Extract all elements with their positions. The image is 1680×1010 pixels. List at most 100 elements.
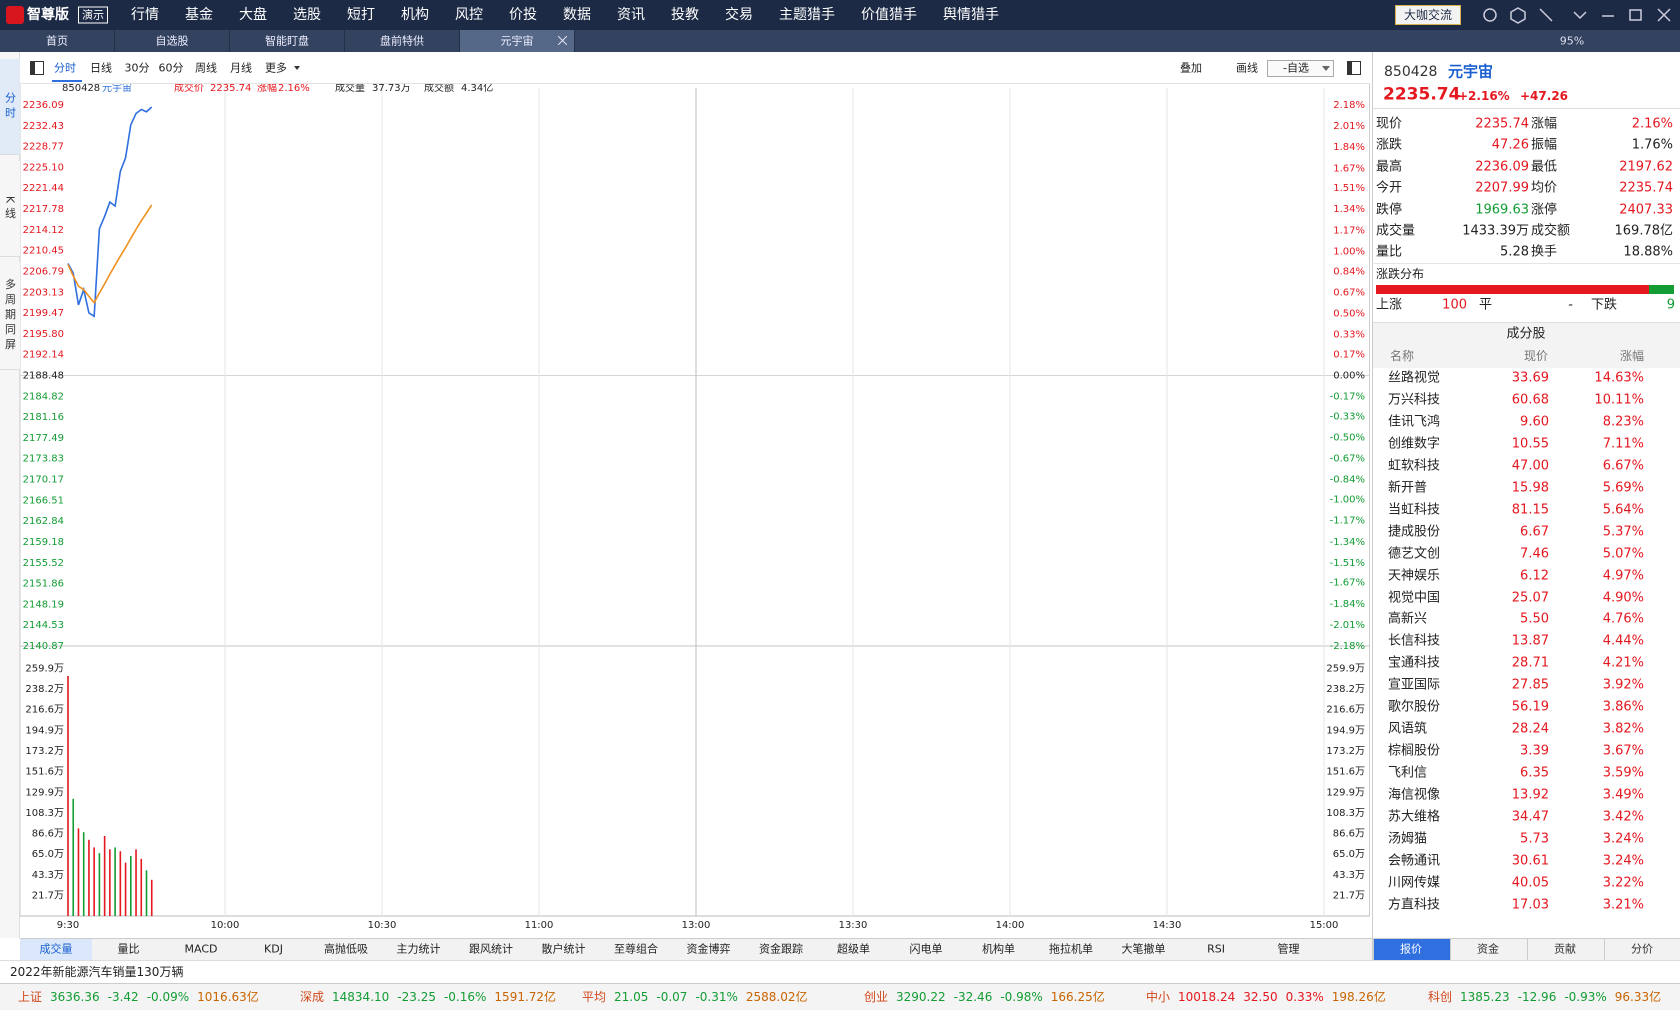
chart-tab[interactable]: 拖拉机单: [1049, 942, 1093, 956]
chart-tab[interactable]: 闪电单: [909, 942, 943, 956]
side-tab-label[interactable]: 多周期同屏: [3, 278, 17, 354]
close-icon[interactable]: [1657, 8, 1671, 22]
menu-item[interactable]: 舆情猎手: [943, 7, 999, 23]
panel-tab-label[interactable]: 报价: [1400, 942, 1422, 956]
select-box[interactable]: [1267, 60, 1334, 77]
component-name[interactable]: 宣亚国际: [1388, 677, 1441, 693]
component-name[interactable]: 歌尔股份: [1388, 699, 1441, 715]
chart-tab[interactable]: KDJ: [264, 942, 283, 956]
component-name[interactable]: 天神娱乐: [1388, 568, 1441, 584]
user-icon[interactable]: [1483, 8, 1497, 22]
panel-tab-label[interactable]: 分价: [1631, 942, 1653, 956]
menu-item[interactable]: 交易: [725, 7, 753, 23]
component-name[interactable]: 川网传媒: [1388, 875, 1441, 891]
tab-label[interactable]: 盘前特供: [380, 34, 424, 48]
component-name[interactable]: 苏大维格: [1388, 809, 1441, 825]
component-name[interactable]: 海信视像: [1388, 787, 1441, 803]
select-value[interactable]: -自选: [1283, 61, 1309, 75]
chart-tab[interactable]: 至尊组合: [614, 942, 658, 956]
tab[interactable]: [115, 30, 230, 52]
side-tab[interactable]: [0, 59, 20, 155]
tool-button[interactable]: 画线: [1236, 61, 1258, 75]
chart-tab[interactable]: 散户统计: [541, 942, 586, 956]
component-name[interactable]: 宝通科技: [1388, 655, 1441, 671]
panel-tab[interactable]: [1450, 938, 1527, 960]
toolbar-panel-icon[interactable]: [1347, 61, 1361, 75]
component-name[interactable]: 万兴科技: [1388, 392, 1441, 408]
chart-tab[interactable]: 跟风统计: [469, 942, 513, 956]
chart-tab[interactable]: 管理: [1277, 942, 1300, 956]
chart-tab[interactable]: 机构单: [982, 942, 1015, 956]
more-arrow[interactable]: [294, 66, 300, 70]
menu-item[interactable]: 投教: [671, 7, 699, 23]
news-ticker[interactable]: 2022年新能源汽车销量130万辆: [10, 965, 184, 979]
panel-tab[interactable]: [1527, 938, 1604, 960]
restore-icon[interactable]: [1629, 9, 1642, 21]
component-name[interactable]: 德艺文创: [1388, 546, 1441, 562]
side-tab[interactable]: [0, 262, 20, 370]
side-tab[interactable]: [0, 161, 20, 257]
tab[interactable]: [345, 30, 460, 52]
period-button[interactable]: 日线: [90, 61, 112, 75]
chart-tab[interactable]: 主力统计: [396, 942, 441, 956]
component-name[interactable]: 当虹科技: [1388, 502, 1441, 518]
menu-item[interactable]: 行情: [131, 7, 159, 23]
panel-tab-label[interactable]: 贡献: [1554, 942, 1576, 956]
community-button[interactable]: 大咖交流: [1394, 5, 1462, 25]
menu-item[interactable]: 主题猎手: [779, 7, 835, 23]
tab[interactable]: [460, 30, 575, 52]
component-name[interactable]: 飞利信: [1388, 765, 1428, 781]
menu-item[interactable]: 机构: [401, 7, 429, 23]
tab-label[interactable]: 元宇宙: [500, 34, 534, 48]
component-name[interactable]: 捷成股份: [1388, 524, 1441, 540]
period-button[interactable]: 60分: [158, 61, 184, 75]
panel-tab[interactable]: [1373, 938, 1450, 960]
component-name[interactable]: 棕榈股份: [1388, 743, 1441, 759]
component-name[interactable]: 视觉中国: [1388, 590, 1441, 605]
component-name[interactable]: 长信科技: [1388, 633, 1441, 649]
pin-icon[interactable]: [1539, 8, 1553, 22]
period-button[interactable]: 分时: [54, 61, 76, 75]
menu-item[interactable]: 数据: [563, 7, 591, 23]
chart-tab[interactable]: 大笔撤单: [1121, 942, 1166, 956]
period-button[interactable]: 更多: [265, 61, 287, 75]
chart-tab[interactable]: 超级单: [837, 942, 870, 956]
tab-close[interactable]: [558, 36, 567, 45]
toolbar-panel-icon[interactable]: [30, 61, 44, 75]
chart-tab[interactable]: 资金博弈: [686, 942, 731, 956]
tab-label[interactable]: 智能盯盘: [265, 34, 309, 48]
menu-icon[interactable]: [1573, 11, 1587, 20]
menu-item[interactable]: 基金: [185, 7, 213, 23]
menu-item[interactable]: 选股: [293, 7, 321, 23]
component-name[interactable]: 创维数字: [1388, 436, 1441, 452]
tab[interactable]: [230, 30, 345, 52]
side-tab-label[interactable]: 分时: [3, 92, 17, 122]
panel-tab[interactable]: [1604, 938, 1680, 960]
period-button[interactable]: 月线: [230, 61, 252, 75]
chart-tab[interactable]: 资金跟踪: [759, 942, 803, 956]
tool-button[interactable]: 叠加: [1180, 61, 1202, 75]
component-name[interactable]: 汤姆猫: [1388, 831, 1428, 847]
menu-item[interactable]: 价值猎手: [861, 7, 917, 23]
component-name[interactable]: 风语筑: [1388, 721, 1428, 737]
component-name[interactable]: 虹软科技: [1388, 458, 1441, 474]
component-name[interactable]: 会畅通讯: [1388, 853, 1441, 869]
menu-item[interactable]: 资讯: [617, 7, 645, 23]
settings-icon[interactable]: [1510, 7, 1526, 24]
chart-tab[interactable]: 成交量: [39, 942, 73, 956]
component-name[interactable]: 佳讯飞鸿: [1388, 414, 1441, 430]
side-tab-label[interactable]: K线: [3, 195, 17, 223]
menu-item[interactable]: 价投: [509, 7, 537, 23]
tab-label[interactable]: 自选股: [155, 34, 189, 48]
chart-tab[interactable]: 量比: [117, 942, 140, 956]
menu-item[interactable]: 大盘: [239, 7, 267, 23]
menu-item[interactable]: 风控: [455, 7, 483, 23]
component-name[interactable]: 新开普: [1388, 480, 1428, 496]
period-button[interactable]: 周线: [195, 61, 217, 75]
component-name[interactable]: 方直科技: [1388, 897, 1441, 913]
tab[interactable]: [0, 30, 115, 52]
period-button[interactable]: 30分: [124, 61, 150, 75]
select-arrow[interactable]: [1322, 66, 1330, 71]
tab-label[interactable]: 首页: [46, 34, 68, 48]
chart-tab[interactable]: 高抛低吸: [324, 942, 368, 956]
